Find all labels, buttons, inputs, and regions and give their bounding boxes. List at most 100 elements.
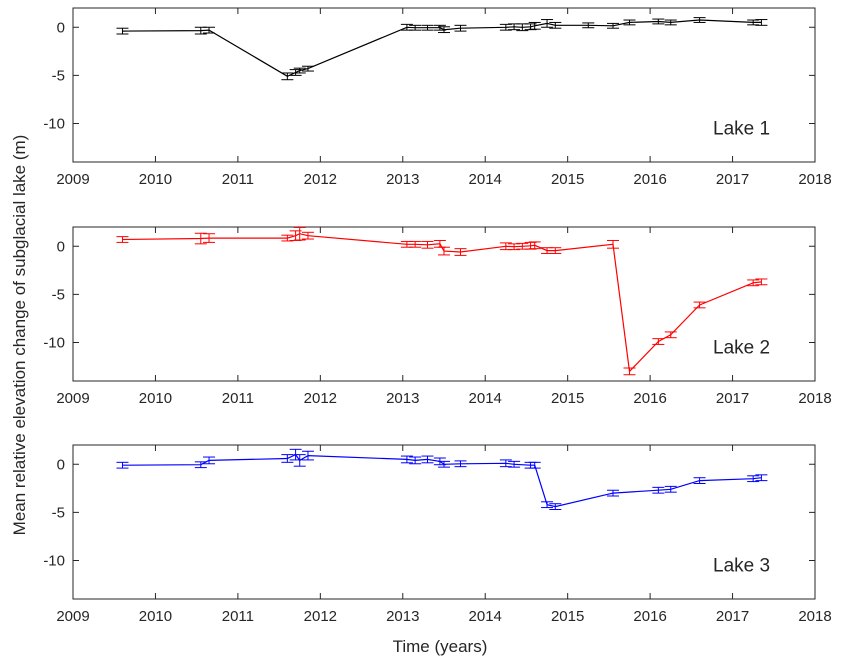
- error-bar: [541, 19, 554, 28]
- y-tick-label: -5: [52, 67, 65, 84]
- y-tick-label: 0: [57, 456, 65, 473]
- x-tick-label: 2018: [798, 171, 831, 188]
- error-bar: [664, 19, 677, 26]
- error-bar: [541, 501, 554, 509]
- x-tick-label: 2014: [469, 171, 502, 188]
- x-tick-label: 2011: [222, 608, 254, 625]
- error-bar: [652, 486, 665, 494]
- error-bar: [454, 24, 467, 32]
- error-bar: [116, 461, 129, 469]
- axes-box: [72, 226, 816, 382]
- x-tick-label: 2016: [633, 171, 666, 188]
- error-bar: [528, 461, 541, 469]
- panel-3: 2009 2010 2011 2012 2013 2014 2015 2016 2017 2018…: [43, 444, 832, 625]
- x-tick-label: 2013: [386, 608, 419, 625]
- error-bar: [508, 460, 521, 468]
- error-bar: [755, 278, 768, 286]
- error-bar: [454, 460, 467, 468]
- x-tick-label: 2015: [551, 171, 584, 188]
- error-bar: [438, 246, 450, 256]
- error-bar: [301, 65, 314, 72]
- x-tick-label: 2012: [304, 608, 337, 625]
- error-bar: [281, 454, 294, 463]
- error-bar: [607, 22, 620, 29]
- error-bar: [528, 241, 541, 250]
- error-bar: [203, 233, 216, 243]
- error-bar: [549, 247, 562, 254]
- error-bar: [281, 72, 294, 81]
- y-tick-label: -10: [43, 116, 65, 133]
- error-bar: [301, 450, 314, 461]
- error-bar: [664, 331, 677, 339]
- x-axis-title: Time (years): [393, 637, 488, 656]
- y-tick-label: -5: [52, 286, 65, 303]
- error-bar: [693, 17, 706, 23]
- x-tick-label: 2015: [551, 608, 584, 625]
- x-tick-label: 2010: [139, 608, 172, 625]
- x-tick-label: 2017: [716, 171, 749, 188]
- x-tick-label: 2009: [56, 171, 89, 188]
- error-bar: [755, 19, 768, 26]
- y-tick-label: -5: [52, 504, 65, 521]
- y-tick-label: 0: [57, 19, 65, 36]
- x-tick-label: 2012: [304, 390, 337, 407]
- error-bar: [400, 455, 413, 464]
- error-bar: [203, 456, 216, 465]
- error-bar: [664, 485, 677, 493]
- error-bar: [607, 489, 620, 497]
- panel-label: Lake 2: [713, 337, 770, 358]
- x-tick-label: 2009: [56, 608, 89, 625]
- error-bar: [623, 19, 636, 26]
- error-bar: [438, 460, 450, 468]
- error-bar: [693, 477, 706, 484]
- panel-1: 2009 2010 2011 2012 2013 2014 2015 2016 2017 2018…: [43, 7, 832, 188]
- error-bar: [607, 239, 620, 249]
- error-bar: [623, 367, 636, 376]
- error-bar: [293, 226, 306, 241]
- x-tick-label: 2009: [56, 390, 89, 407]
- x-tick-label: 2017: [716, 390, 749, 407]
- error-bar: [421, 240, 434, 249]
- panel-label: Lake 3: [713, 555, 770, 576]
- error-bar: [301, 231, 314, 240]
- error-bar: [528, 21, 541, 30]
- axes-box: [72, 7, 816, 163]
- error-bar: [116, 236, 129, 243]
- error-bar: [582, 22, 595, 29]
- x-tick-label: 2012: [304, 171, 337, 188]
- error-bar: [409, 456, 422, 465]
- series-line-1: [122, 19, 762, 77]
- x-tick-label: 2013: [386, 171, 419, 188]
- error-bar: [747, 279, 760, 287]
- x-tick-label: 2014: [469, 390, 502, 407]
- error-bar: [409, 240, 422, 248]
- panel-2: 2009 2010 2011 2012 2013 2014 2015 2016 2017 2018…: [43, 226, 832, 407]
- error-bar: [421, 455, 434, 464]
- error-bar: [454, 248, 467, 256]
- y-tick-label: -10: [43, 553, 65, 570]
- y-tick-label: -10: [43, 335, 65, 352]
- x-tick-label: 2018: [798, 608, 831, 625]
- error-bar: [549, 503, 562, 510]
- panel-label: Lake 1: [713, 118, 770, 139]
- error-bar: [747, 475, 760, 483]
- x-tick-label: 2014: [469, 608, 502, 625]
- error-bar: [755, 474, 768, 482]
- y-tick-label: 0: [57, 238, 65, 255]
- axes-box: [72, 444, 816, 600]
- error-bar: [203, 26, 216, 34]
- error-bar: [194, 461, 207, 469]
- x-tick-label: 2018: [798, 390, 831, 407]
- error-bar: [652, 18, 665, 25]
- error-bar: [293, 67, 306, 74]
- x-tick-label: 2017: [716, 608, 749, 625]
- error-bar: [438, 26, 450, 34]
- x-tick-label: 2016: [633, 608, 666, 625]
- error-bar: [693, 301, 706, 309]
- error-bar: [549, 21, 562, 29]
- error-bar: [409, 24, 422, 31]
- error-bar: [421, 24, 434, 31]
- error-bar: [293, 454, 306, 467]
- x-tick-label: 2011: [222, 390, 254, 407]
